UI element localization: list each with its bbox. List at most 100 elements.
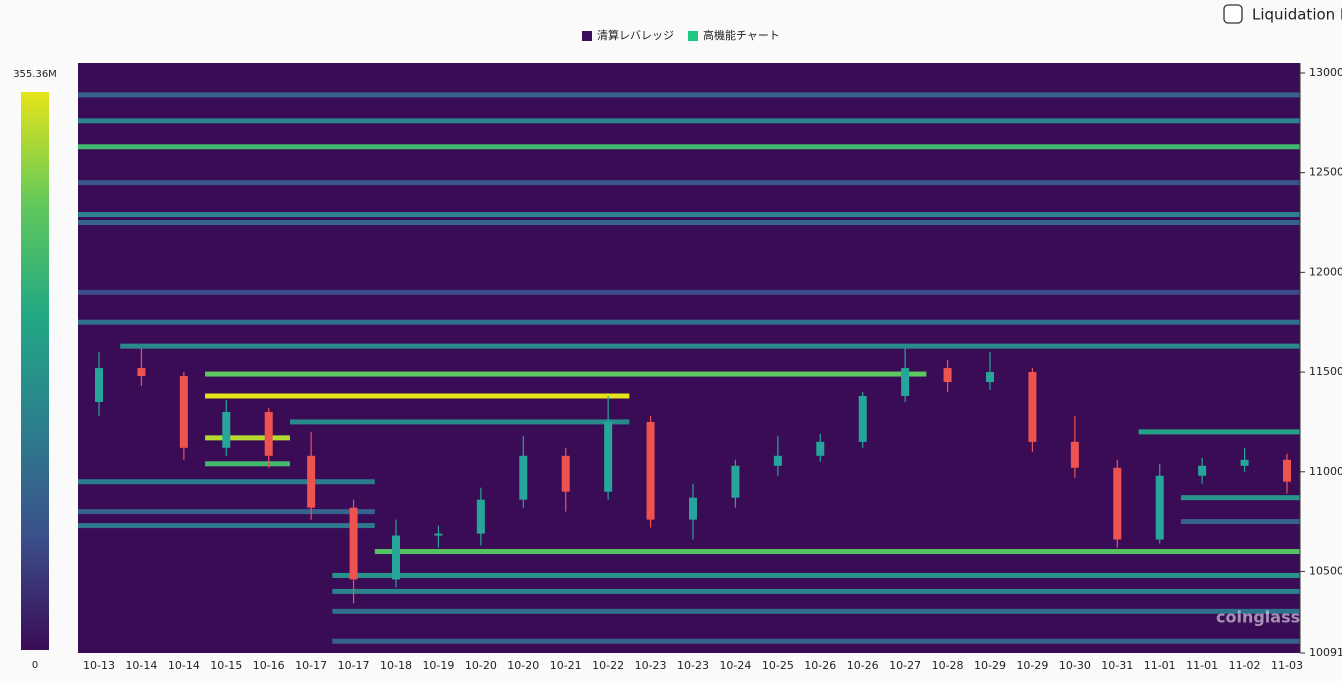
candle-body bbox=[1240, 459, 1249, 466]
legend-label: 清算レバレッジ bbox=[597, 28, 674, 42]
x-tick-label: 10-24 bbox=[719, 659, 751, 672]
toggle-label[interactable]: Liquidation Map bbox=[1252, 6, 1342, 24]
y-tick-label: 120000 bbox=[1309, 265, 1342, 278]
x-tick-label: 10-21 bbox=[550, 659, 582, 672]
heat-band bbox=[332, 572, 1300, 578]
candle-body bbox=[476, 499, 485, 534]
x-tick-label: 11-02 bbox=[1229, 659, 1261, 672]
x-tick-label: 10-23 bbox=[635, 659, 667, 672]
x-tick-label: 10-15 bbox=[210, 659, 242, 672]
y-tick-label: 130000 bbox=[1309, 66, 1342, 79]
heat-band bbox=[205, 435, 290, 441]
heat-band bbox=[205, 371, 927, 377]
x-tick-label: 10-30 bbox=[1059, 659, 1091, 672]
candle-body bbox=[392, 535, 400, 580]
candle-body bbox=[1028, 372, 1037, 442]
candle-body bbox=[95, 368, 103, 402]
heat-band bbox=[78, 523, 375, 529]
heat-band bbox=[1180, 495, 1300, 501]
candle-body bbox=[689, 497, 697, 520]
heat-band bbox=[78, 144, 1300, 150]
heat-band bbox=[78, 220, 1300, 226]
candle-body bbox=[816, 441, 825, 456]
legend-label: 高機能チャート bbox=[703, 28, 780, 42]
x-tick-label: 10-25 bbox=[762, 659, 794, 672]
candle-body bbox=[137, 368, 146, 377]
heat-band bbox=[332, 638, 1300, 644]
heat-band bbox=[78, 509, 375, 515]
candle-body bbox=[943, 368, 952, 383]
heat-band bbox=[78, 180, 1300, 186]
candle-body bbox=[222, 411, 231, 448]
heat-band bbox=[205, 461, 290, 467]
heat-band bbox=[78, 118, 1300, 124]
x-tick-label: 10-28 bbox=[932, 659, 964, 672]
x-tick-label: 10-20 bbox=[507, 659, 539, 672]
x-tick-label: 10-13 bbox=[83, 659, 115, 672]
candle-body bbox=[1155, 475, 1164, 540]
x-tick-label: 10-26 bbox=[847, 659, 879, 672]
checkbox[interactable] bbox=[1223, 4, 1243, 24]
heat-band bbox=[289, 419, 630, 425]
candle-body bbox=[604, 421, 613, 492]
y-tick-label: 105000 bbox=[1309, 564, 1342, 577]
legend-swatch bbox=[582, 31, 592, 41]
candle-body bbox=[349, 507, 358, 580]
x-tick-label: 10-17 bbox=[338, 659, 370, 672]
heat-band bbox=[78, 92, 1300, 98]
legend-swatch bbox=[688, 31, 698, 41]
x-tick-label: 10-19 bbox=[422, 659, 454, 672]
heat-band bbox=[78, 479, 375, 485]
candle-body bbox=[901, 368, 910, 396]
heat-band bbox=[78, 319, 1300, 325]
heat-band bbox=[332, 608, 1300, 614]
x-tick-label: 10-26 bbox=[804, 659, 836, 672]
heat-band bbox=[1138, 429, 1300, 435]
heat-band bbox=[78, 212, 1300, 218]
watermark: coinglass bbox=[1216, 608, 1300, 627]
candle-body bbox=[773, 455, 782, 466]
x-tick-label: 10-29 bbox=[974, 659, 1006, 672]
candle-body bbox=[731, 465, 740, 498]
candle-body bbox=[986, 372, 994, 383]
y-tick-label: 100910 bbox=[1309, 646, 1342, 659]
x-tick-label: 10-18 bbox=[380, 659, 412, 672]
y-tick-label: 115000 bbox=[1309, 365, 1342, 378]
y-tick-label: 110000 bbox=[1309, 465, 1342, 478]
colorbar-tick-label: 0 bbox=[32, 660, 38, 671]
x-tick-label: 10-29 bbox=[1016, 659, 1048, 672]
x-tick-label: 10-14 bbox=[168, 659, 200, 672]
x-tick-label: 11-01 bbox=[1186, 659, 1218, 672]
candle-body bbox=[561, 455, 570, 492]
candle-body bbox=[264, 411, 273, 456]
heat-band bbox=[332, 588, 1300, 594]
candle-body bbox=[179, 376, 188, 448]
x-tick-label: 10-31 bbox=[1101, 659, 1133, 672]
x-tick-label: 10-22 bbox=[592, 659, 624, 672]
candle-body bbox=[646, 421, 655, 520]
x-tick-label: 11-03 bbox=[1271, 659, 1303, 672]
heat-band bbox=[374, 549, 1300, 555]
candle-body bbox=[1198, 465, 1207, 476]
heat-band bbox=[205, 393, 630, 399]
heat-band bbox=[1180, 519, 1300, 525]
x-tick-label: 10-17 bbox=[295, 659, 327, 672]
x-tick-label: 11-01 bbox=[1144, 659, 1176, 672]
heat-band bbox=[78, 289, 1300, 295]
candle-body bbox=[1113, 467, 1122, 540]
candle-body bbox=[307, 455, 316, 508]
candle-body bbox=[1283, 459, 1291, 482]
colorbar-tick-label: 355.36M bbox=[13, 69, 57, 80]
candle-body bbox=[519, 455, 528, 500]
colorbar bbox=[21, 92, 49, 650]
candle-body bbox=[1070, 441, 1079, 468]
x-tick-label: 10-20 bbox=[465, 659, 497, 672]
candle-body bbox=[434, 533, 443, 536]
candle-body bbox=[858, 395, 867, 442]
x-tick-label: 10-16 bbox=[253, 659, 285, 672]
y-tick-label: 125000 bbox=[1309, 166, 1342, 179]
heat-band bbox=[120, 343, 1301, 349]
plot-background bbox=[78, 63, 1300, 653]
